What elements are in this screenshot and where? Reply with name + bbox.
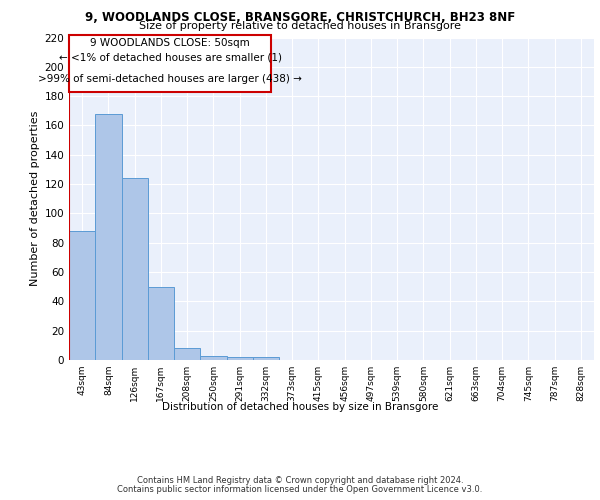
Bar xyxy=(174,348,200,360)
FancyBboxPatch shape xyxy=(69,34,271,92)
Bar xyxy=(253,357,279,360)
Text: Contains HM Land Registry data © Crown copyright and database right 2024.: Contains HM Land Registry data © Crown c… xyxy=(137,476,463,485)
Y-axis label: Number of detached properties: Number of detached properties xyxy=(30,111,40,286)
Text: 9, WOODLANDS CLOSE, BRANSGORE, CHRISTCHURCH, BH23 8NF: 9, WOODLANDS CLOSE, BRANSGORE, CHRISTCHU… xyxy=(85,11,515,24)
Bar xyxy=(121,178,148,360)
Text: ← <1% of detached houses are smaller (1): ← <1% of detached houses are smaller (1) xyxy=(59,52,281,62)
Bar xyxy=(200,356,227,360)
Text: 9 WOODLANDS CLOSE: 50sqm: 9 WOODLANDS CLOSE: 50sqm xyxy=(90,38,250,48)
Bar xyxy=(95,114,121,360)
Bar xyxy=(148,286,174,360)
Bar xyxy=(227,357,253,360)
Bar xyxy=(69,231,95,360)
Text: Size of property relative to detached houses in Bransgore: Size of property relative to detached ho… xyxy=(139,21,461,31)
Text: >99% of semi-detached houses are larger (438) →: >99% of semi-detached houses are larger … xyxy=(38,74,302,84)
Text: Distribution of detached houses by size in Bransgore: Distribution of detached houses by size … xyxy=(162,402,438,412)
Text: Contains public sector information licensed under the Open Government Licence v3: Contains public sector information licen… xyxy=(118,485,482,494)
